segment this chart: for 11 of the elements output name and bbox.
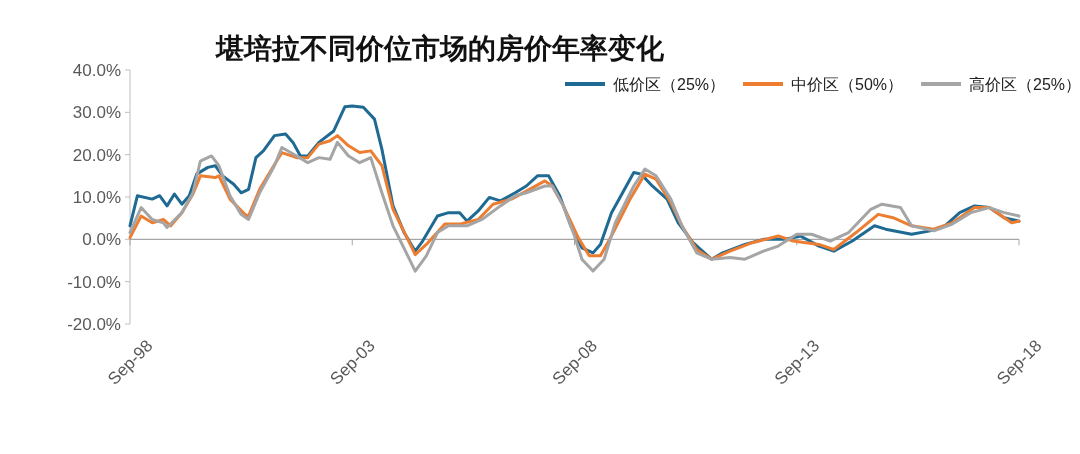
- legend-label: 低价区（25%）: [613, 76, 726, 93]
- title: 堪培拉不同价位市场的房价年率变化: [216, 33, 664, 64]
- y-tick-label: -10.0%: [67, 272, 121, 292]
- legend-label: 高价区（25%）: [969, 76, 1080, 93]
- y-tick-label: 0.0%: [82, 230, 121, 250]
- y-tick-label: 20.0%: [72, 145, 121, 165]
- y-tick-label: 30.0%: [72, 103, 121, 123]
- legend-label: 中价区（50%）: [791, 76, 904, 93]
- y-tick-label: -20.0%: [67, 315, 121, 334]
- y-tick-label: 10.0%: [72, 188, 121, 207]
- y-tick-label: 40.0%: [72, 61, 121, 80]
